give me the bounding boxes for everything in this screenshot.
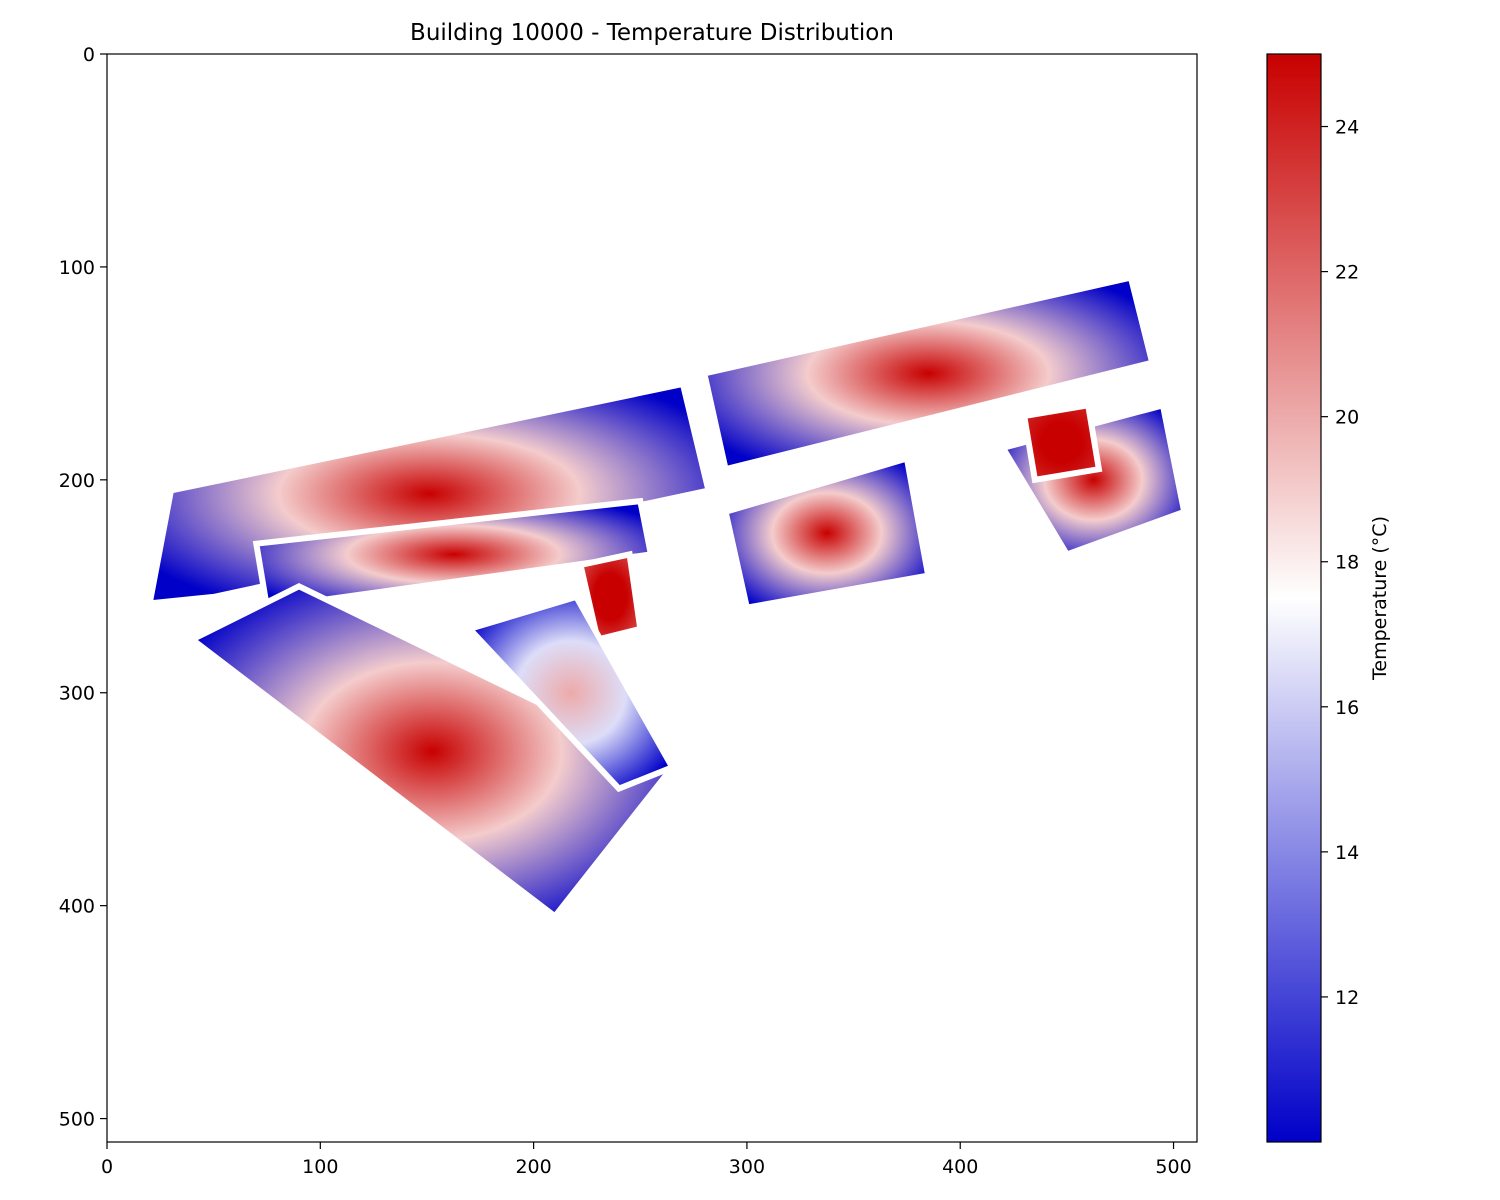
x-tick-label: 100 xyxy=(302,1156,338,1178)
colorbar-tick-label: 20 xyxy=(1335,407,1359,429)
room-central-hot-room xyxy=(576,550,644,644)
colorbar-tick-label: 22 xyxy=(1335,262,1359,284)
y-tick-label: 0 xyxy=(83,44,95,66)
x-tick-label: 200 xyxy=(515,1156,551,1178)
room-central-corridor xyxy=(252,497,655,611)
x-tick-label: 400 xyxy=(942,1156,978,1178)
colorbar xyxy=(1266,53,1322,1143)
room-east-block-middle xyxy=(722,454,932,612)
y-tick-label: 500 xyxy=(59,1109,95,1131)
colorbar-tick-label: 12 xyxy=(1335,987,1359,1009)
room-east-hot-room xyxy=(1020,401,1103,484)
y-tick-label: 200 xyxy=(59,470,95,492)
plot-frame xyxy=(106,53,1198,1143)
y-tick-label: 100 xyxy=(59,257,95,279)
room-southwest-inner xyxy=(464,593,677,793)
x-tick-label: 500 xyxy=(1155,1156,1191,1178)
x-tick-label: 0 xyxy=(101,1156,113,1178)
colorbar-tick-label: 14 xyxy=(1335,842,1359,864)
colorbar-ticks: 12 14 16 18 20 22 24 xyxy=(1321,117,1359,1009)
y-tick-label: 400 xyxy=(59,896,95,918)
colorbar-tick-label: 16 xyxy=(1335,697,1359,719)
y-axis: 0 100 200 300 400 500 xyxy=(59,44,107,1131)
x-axis: 0 100 200 300 400 500 xyxy=(101,1142,1192,1178)
chart-title: Building 10000 - Temperature Distributio… xyxy=(410,20,894,46)
colorbar-tick-label: 24 xyxy=(1335,117,1359,139)
colorbar-label: Temperature (°C) xyxy=(1369,516,1391,681)
y-tick-label: 300 xyxy=(59,683,95,705)
room-north-wing-east xyxy=(700,274,1156,473)
x-tick-label: 300 xyxy=(729,1156,765,1178)
colorbar-tick-label: 18 xyxy=(1335,552,1359,574)
heatmap-image xyxy=(146,274,1188,921)
